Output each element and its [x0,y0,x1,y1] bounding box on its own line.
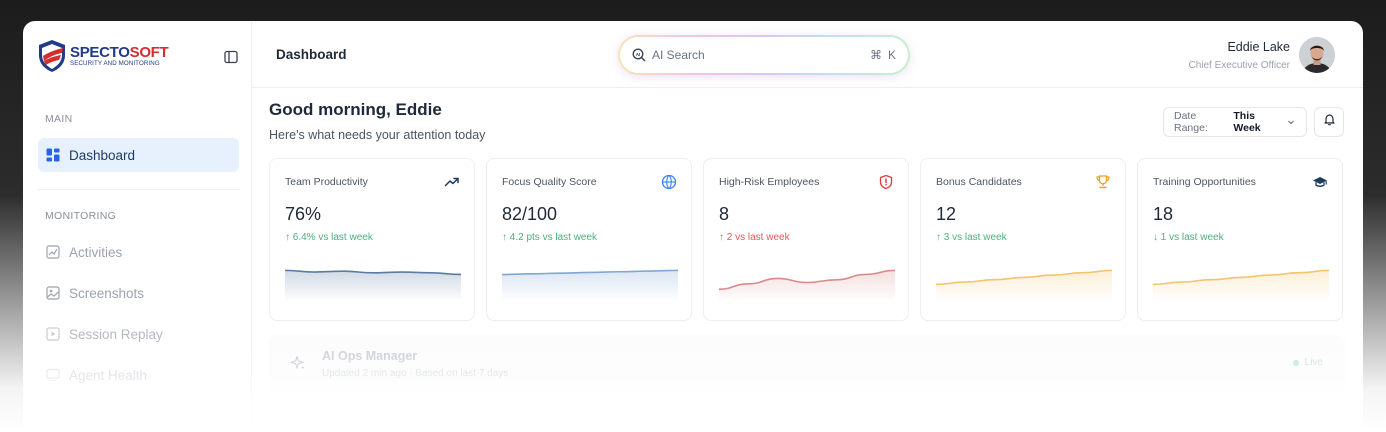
sparkline-line [502,269,678,276]
logo-accent-text: SOFT [129,43,169,61]
sidebar-item-label: Agent Health [69,367,148,383]
kpi-card-high-risk[interactable]: High-Risk Employees 8 ↑ 2 vs last week [703,158,909,321]
card-title: Focus Quality Score [502,176,597,188]
sparkline-area [502,270,678,300]
kpi-card-team-productivity[interactable]: Team Productivity 76% ↑ 6.4% vs last wee… [269,158,475,321]
card-title: Team Productivity [285,176,368,188]
greeting-subtitle: Here's what needs your attention today [269,128,486,142]
sidebar-item-label: Activities [69,244,123,260]
shield-alert-icon [878,174,894,190]
play-circle-icon [46,327,60,341]
sidebar-item-dashboard[interactable]: Dashboard [38,138,239,172]
ai-search-bar[interactable]: AI AI Search ⌘ K [618,35,910,75]
shortcut-key: K [887,48,896,62]
avatar[interactable] [1299,37,1335,73]
sidebar-item-label: Screenshots [69,285,145,301]
brand-logo[interactable]: SPECTOSOFT SECURITY AND MONITORING [37,39,169,73]
top-bar: Dashboard AI AI Search ⌘ K Eddie Lake Ch… [252,21,1363,88]
section-label-main: MAIN [45,113,73,125]
svg-text:AI: AI [636,52,641,57]
live-status-badge: Live [1292,357,1323,368]
kpi-card-bonus-candidates[interactable]: Bonus Candidates 12 ↑ 3 vs last week [920,158,1126,321]
sparkline-area [285,270,461,300]
card-delta: ↑ 6.4% vs last week [285,232,373,243]
sparkle-icon [290,355,306,371]
kpi-card-focus-quality[interactable]: Focus Quality Score 82/100 ↑ 4.2 pts vs … [486,158,692,321]
card-delta: ↓ 1 vs last week [1153,232,1224,243]
sidebar-item-session-replay[interactable]: Session Replay [38,317,239,351]
logo-subtitle: SECURITY AND MONITORING [70,59,160,67]
shield-logo-icon [39,40,65,72]
sparkline-line [936,269,1112,286]
card-value: 82/100 [502,204,558,224]
ai-panel-subtitle: Updated 2 min ago · Based on last 7 days [322,368,509,379]
page-title: Dashboard [276,47,347,62]
trending-up-icon [444,174,460,190]
command-key-icon: ⌘ [869,48,882,62]
sparkline-chart [719,269,895,300]
card-title: High-Risk Employees [719,176,820,188]
card-value: 76% [285,204,322,224]
activity-chart-icon [46,245,60,259]
sidebar-divider [38,189,239,190]
image-icon [46,286,60,300]
sparkline-line [285,269,461,276]
date-range-value: This Week [1233,110,1261,134]
graduation-cap-icon [1312,174,1328,190]
sidebar-item-activities[interactable]: Activities [38,235,239,269]
user-role: Chief Executive Officer [1188,59,1290,71]
card-value: 8 [719,204,730,224]
kpi-card-training[interactable]: Training Opportunities 18 ↓ 1 vs last we… [1137,158,1343,321]
grid-icon [46,148,60,162]
app-window: SPECTOSOFT SECURITY AND MONITORING MAIN … [23,21,1363,432]
date-range-label: Date Range: [1174,110,1208,134]
ai-ops-panel[interactable]: AI Ops Manager Updated 2 min ago · Based… [269,335,1345,393]
user-name: Eddie Lake [1227,39,1290,54]
card-value: 18 [1153,204,1174,224]
sidebar-item-label: Session Replay [69,326,163,342]
sparkline-chart [502,269,678,300]
notifications-button[interactable] [1314,107,1344,137]
search-placeholder: AI Search [652,48,705,62]
sparkline-chart [285,269,461,300]
section-label-monitoring: MONITORING [45,210,117,222]
bell-icon [1323,113,1336,131]
logo-main-text: SPECTO [70,43,130,61]
greeting-title: Good morning, Eddie [269,100,442,119]
search-shortcut: ⌘ K [870,48,896,62]
chevron-down-icon [1286,117,1296,127]
card-delta: ↑ 2 vs last week [719,232,790,243]
sparkline-area [936,270,1112,300]
monitor-icon [46,368,60,382]
live-dot-icon [1292,359,1299,366]
ai-search-icon: AI [632,48,646,62]
sparkline-chart [936,269,1112,300]
date-range-select[interactable]: Date Range: This Week [1163,107,1307,137]
sidebar-item-label: Dashboard [69,147,136,163]
card-title: Training Opportunities [1153,176,1256,188]
user-profile[interactable]: Eddie Lake Chief Executive Officer [1188,37,1335,73]
sidebar: SPECTOSOFT SECURITY AND MONITORING MAIN … [23,21,252,432]
sparkline-chart [1153,269,1329,300]
sidebar-toggle-icon[interactable] [224,50,238,64]
trophy-icon [1095,174,1111,190]
sidebar-item-screenshots[interactable]: Screenshots [38,276,239,310]
live-status-text: Live [1304,357,1323,368]
sparkline-line [1153,269,1329,286]
sidebar-item-agent-health[interactable]: Agent Health [38,358,239,392]
sparkline-area [1153,270,1329,300]
kpi-cards: Team Productivity 76% ↑ 6.4% vs last wee… [269,158,1343,321]
card-delta: ↑ 3 vs last week [936,232,1007,243]
card-value: 12 [936,204,957,224]
card-delta: ↑ 4.2 pts vs last week [502,232,598,243]
card-title: Bonus Candidates [936,176,1022,188]
ai-panel-title: AI Ops Manager [322,349,418,363]
sparkline-line [719,269,895,291]
globe-brain-icon [661,174,677,190]
